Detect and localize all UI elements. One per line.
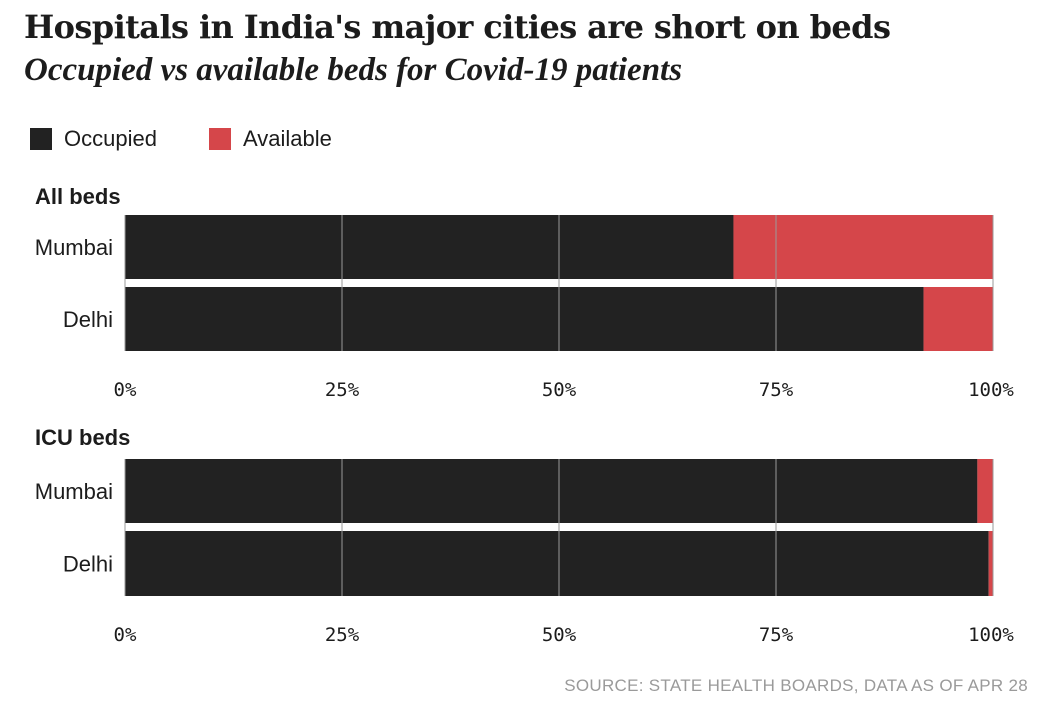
x-tick-label: 50% [542,379,577,401]
x-tick-label: 25% [325,624,360,646]
x-tick-label: 25% [325,379,360,401]
legend-swatch-available [208,128,231,150]
x-tick-label: 75% [759,379,794,401]
x-tick-label: 100% [968,379,1014,401]
x-tick-label: 50% [542,624,577,646]
bar-occupied-delhi [125,287,924,351]
category-label: Delhi [63,552,113,577]
chart-title: Hospitals in India's major cities are sh… [24,8,891,46]
legend-item-occupied: Occupied [30,126,157,152]
x-tick-label: 100% [968,624,1014,646]
bar-available-mumbai [733,215,993,279]
category-label: Delhi [63,307,113,332]
bar-occupied-mumbai [125,215,734,279]
legend-item-available: Available [208,126,332,152]
source-note: SOURCE: STATE HEALTH BOARDS, DATA AS OF … [564,676,1028,695]
bar-occupied-mumbai [125,459,978,523]
bar-available-delhi [988,531,993,596]
panel-title: All beds [35,184,121,209]
x-tick-label: 0% [114,379,137,401]
legend-label-available: Available [242,126,332,151]
bar-available-mumbai [977,459,993,523]
category-label: Mumbai [35,479,113,504]
bar-occupied-delhi [125,531,989,596]
panel-title: ICU beds [35,425,130,450]
legend-swatch-occupied [30,128,52,150]
bar-available-delhi [923,287,993,351]
x-tick-label: 75% [759,624,794,646]
x-tick-label: 0% [114,624,137,646]
chart-subtitle: Occupied vs available beds for Covid-19 … [24,52,683,88]
legend-label-occupied: Occupied [64,126,157,151]
legend: Occupied Available [30,126,332,152]
category-label: Mumbai [35,235,113,260]
